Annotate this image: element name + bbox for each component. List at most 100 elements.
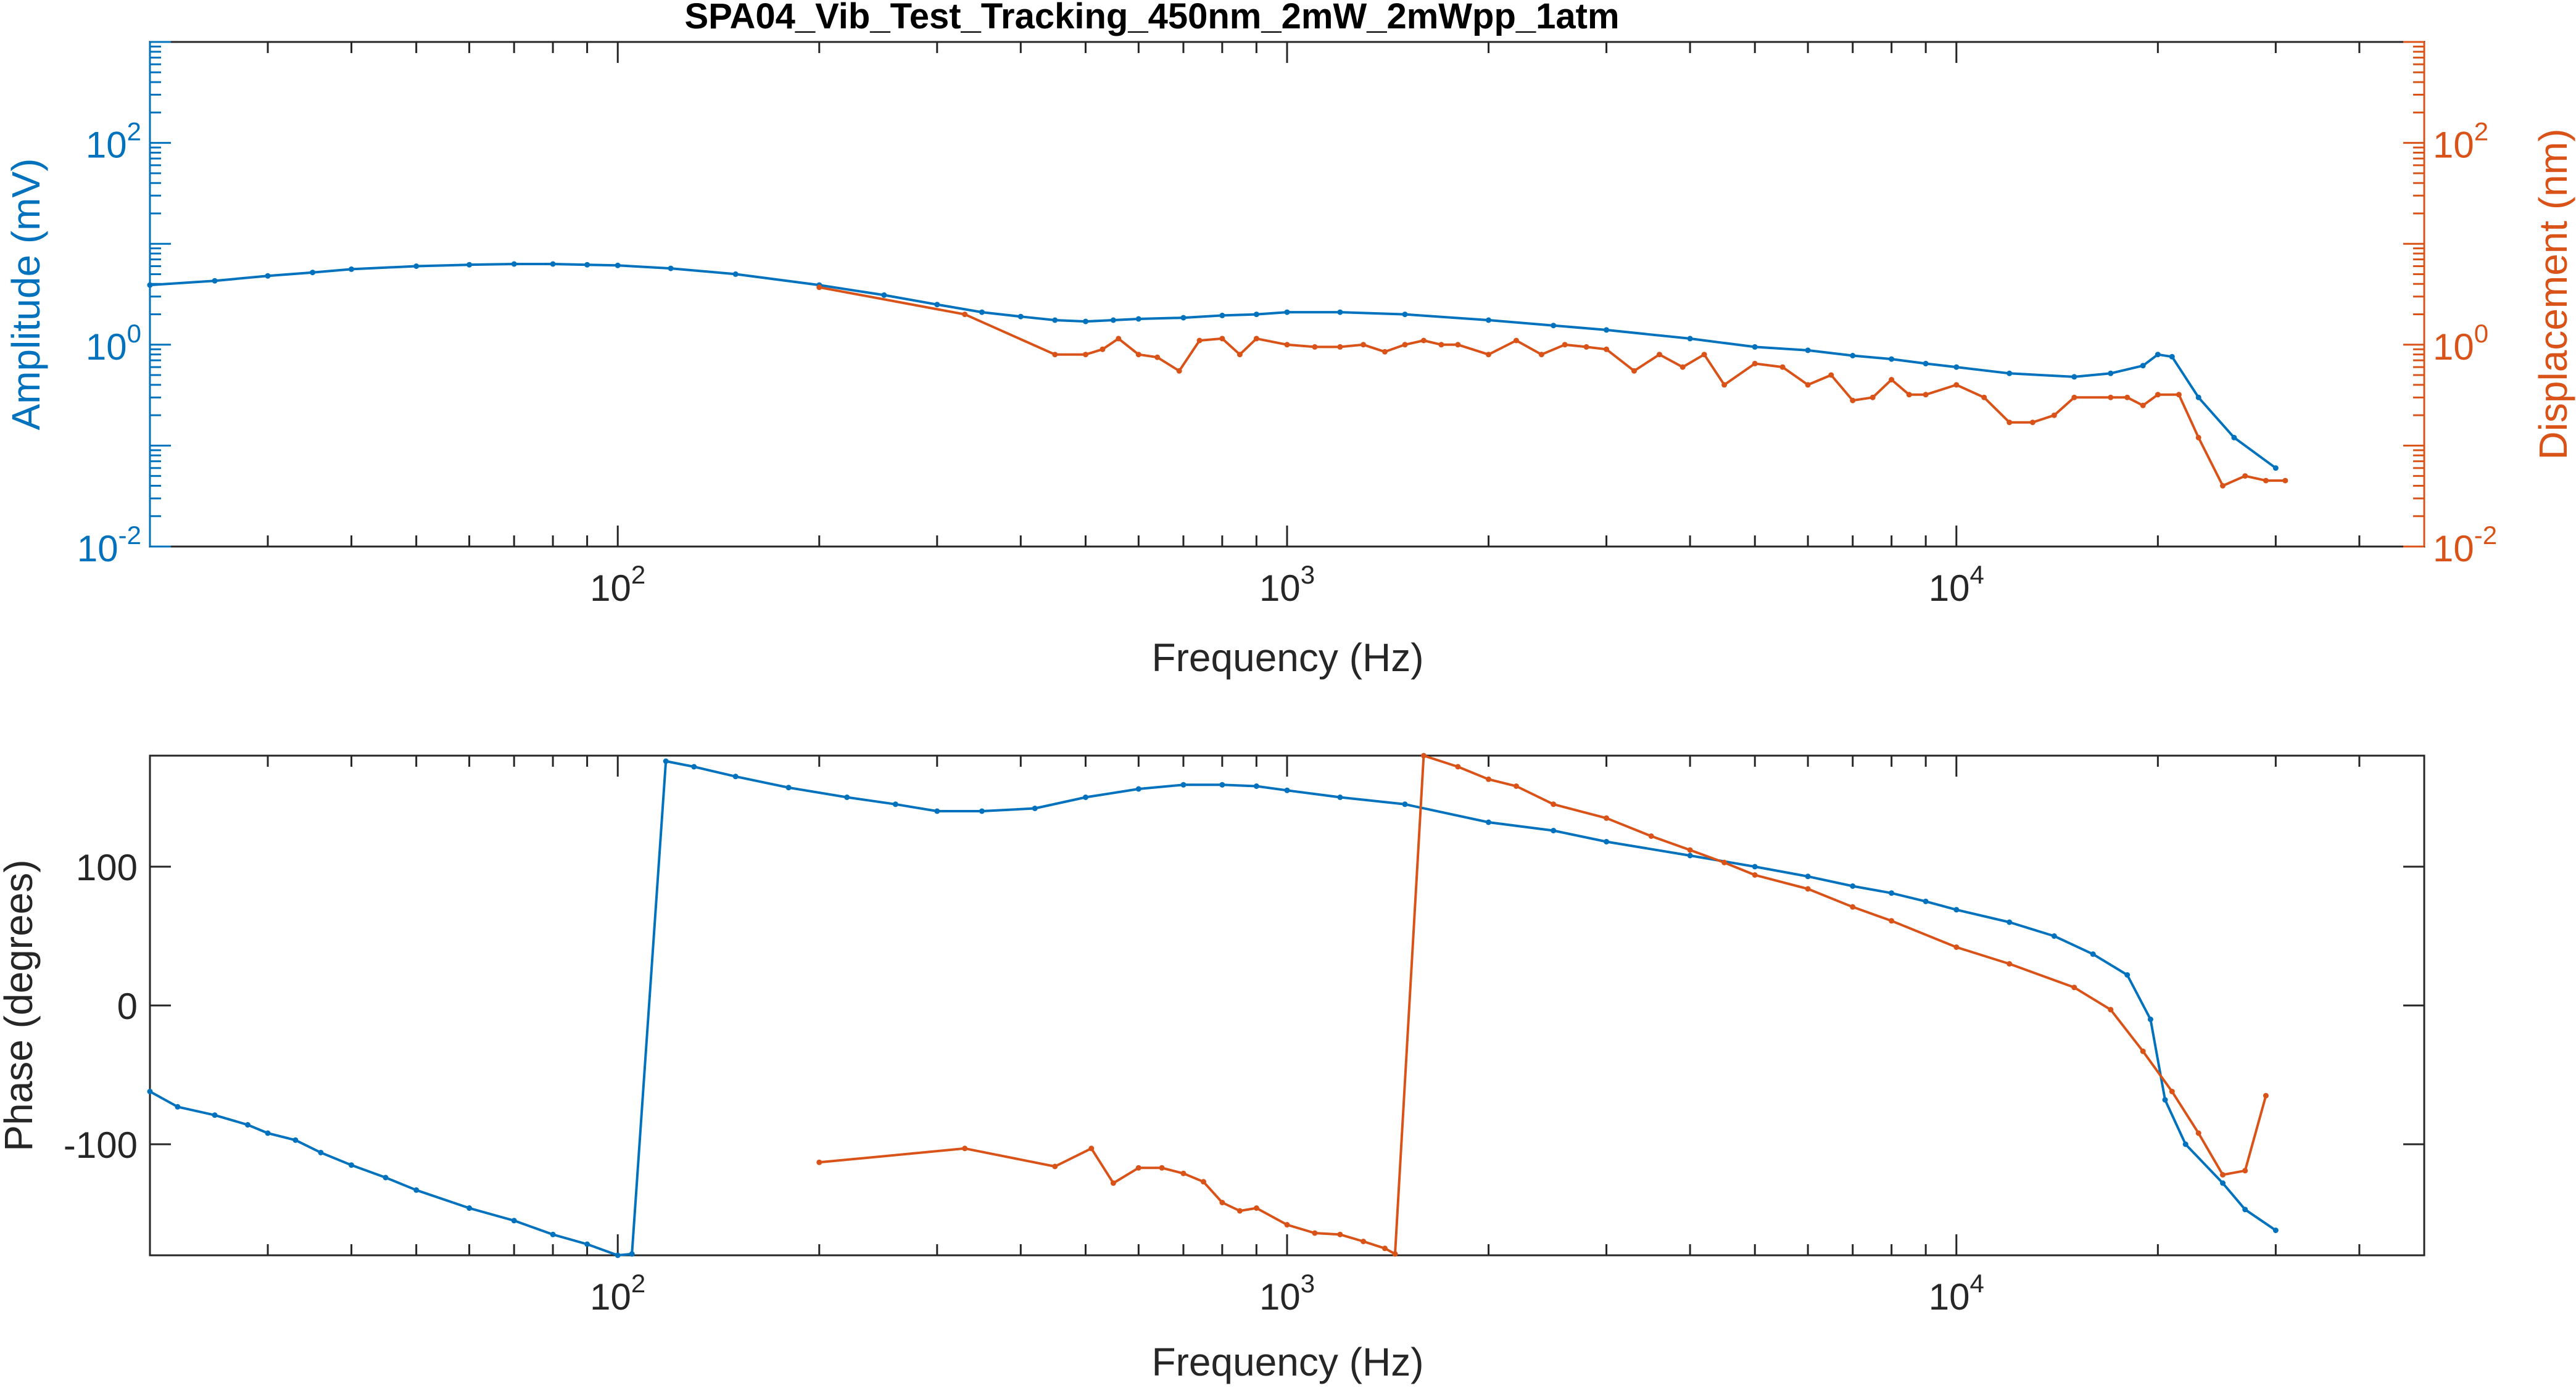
phase-orange-data-point [2007,961,2013,967]
phase-blue-data-point [292,1137,299,1143]
phase-orange-data-point [2263,1092,2269,1099]
phase-blue-data-point [1923,898,1929,904]
amplitude-data-point [2272,465,2279,471]
displacement-data-point [1679,364,1686,370]
phase-blue-data-point [2242,1207,2248,1213]
phase-blue-data-point [511,1218,517,1224]
phase-orange-data-point [2140,1048,2146,1054]
amplitude-data-point [2155,352,2161,358]
phase-orange-data-point [1382,1245,1388,1252]
amplitude-x-ticks: 102 103 104 [149,42,2425,609]
phase-orange-data-point [1850,904,1856,910]
displacement-series-line [819,286,2285,487]
phase-orange-data-point [1312,1230,1318,1236]
amplitude-y-tick-label: 10-2 [77,521,141,569]
phase-orange-data-point [1514,783,1519,789]
displacement-data-point [1604,346,1610,352]
displacement-data-point [1236,352,1243,358]
displacement-data-point [1312,344,1318,350]
phase-blue-data-point [1953,907,1960,913]
phase-x-axis-label: Frequency (Hz) [1152,1340,1424,1384]
displacement-y-tick-label: 100 [2433,319,2488,368]
phase-x-tick-label: 104 [1929,1269,1984,1318]
phase-blue-data-point [934,808,940,814]
displacement-data-point [2071,394,2077,400]
amplitude-panel: 102 103 104 10-2 100 102 10-2 100 102 Frequenc… [4,41,2575,680]
phase-orange-data-point [1201,1179,1206,1185]
phase-blue-data-point [1180,782,1187,788]
displacement-data-point [1438,342,1444,348]
phase-blue-data-point [2220,1180,2226,1186]
phase-panel: 102 103 104 -100 0 100 Frequency (Hz) Phase … [0,753,2425,1384]
phase-orange-data-point [1219,1200,1225,1205]
amplitude-x-tick-label: 102 [590,560,645,609]
displacement-data-point [1828,372,1834,378]
phase-orange-data-point [1135,1165,1141,1171]
phase-orange-data-point [816,1159,822,1165]
amplitude-series-group [147,261,2288,489]
phase-blue-data-point [1337,795,1343,800]
displacement-data-point [1721,382,1728,388]
amplitude-y-tick-label: 100 [86,319,141,368]
amplitude-data-point [1604,327,1610,333]
phase-orange-data-point [962,1145,968,1152]
phase-orange-data-point [1236,1208,1243,1214]
amplitude-data-point [1953,364,1960,370]
displacement-data-point [816,284,822,291]
phase-orange-data-point [1805,886,1811,892]
phase-blue-data-point [892,801,898,807]
displacement-data-point [2140,402,2146,408]
displacement-data-point [1083,352,1088,358]
phase-blue-data-point [2147,1017,2153,1022]
phase-blue-data-point [265,1130,271,1136]
phase-blue-data-point [1135,786,1141,792]
phase-blue-data-point [844,795,850,800]
displacement-data-point [1382,349,1388,355]
amplitude-data-point [1687,336,1693,342]
displacement-data-point [2051,412,2057,418]
phase-plot-area [149,754,2425,1257]
phase-y-ticks: -100 0 100 [64,847,2424,1166]
amplitude-data-point [1850,353,1856,358]
phase-y-tick-label: 100 [76,847,138,888]
amplitude-data-point [979,309,985,315]
phase-blue-data-point [1284,787,1290,793]
amplitude-data-point [413,263,420,269]
phase-orange-data-point [2242,1168,2248,1174]
displacement-data-point [962,312,968,318]
displacement-data-point [1657,352,1662,358]
amplitude-data-point [1889,356,1895,362]
phase-orange-data-point [1110,1180,1116,1186]
phase-x-tick-label: 103 [1259,1269,1315,1318]
amplitude-y-ticks: 10-2 100 102 [77,41,171,569]
phase-orange-data-point [1088,1145,1095,1152]
displacement-data-point [2124,394,2131,400]
phase-blue-data-point [2090,951,2096,957]
phase-blue-data-point [785,785,792,791]
phase-orange-data-point [1953,944,1960,950]
amplitude-y-axis-label: Amplitude (mV) [4,159,48,431]
displacement-data-point [1052,352,1058,358]
phase-x-tick-label: 102 [590,1269,645,1318]
phase-blue-data-point [147,1089,153,1094]
phase-orange-data-point [2108,1007,2114,1013]
amplitude-data-point [1083,318,1088,324]
displacement-data-point [1981,394,1987,400]
displacement-data-point [2282,477,2288,484]
amplitude-data-point [1135,316,1141,322]
displacement-data-point [1420,337,1427,344]
displacement-data-point [1196,337,1203,344]
phase-orange-data-point [1551,801,1557,807]
phase-blue-data-point [466,1205,473,1211]
amplitude-data-point [1337,309,1343,315]
displacement-data-point [2007,419,2013,426]
phase-orange-data-point [1604,815,1610,821]
figure-title: SPA04_Vib_Test_Tracking_450nm_2mW_2mWpp_… [684,0,1619,36]
phase-orange-data-point [1180,1170,1187,1176]
amplitude-data-point [265,273,271,279]
phase-blue-data-point [1083,795,1088,800]
phase-orange-data-point [1721,859,1728,865]
amplitude-data-point [212,278,218,284]
amplitude-data-point [1805,347,1811,353]
phase-blue-data-point [383,1174,389,1181]
